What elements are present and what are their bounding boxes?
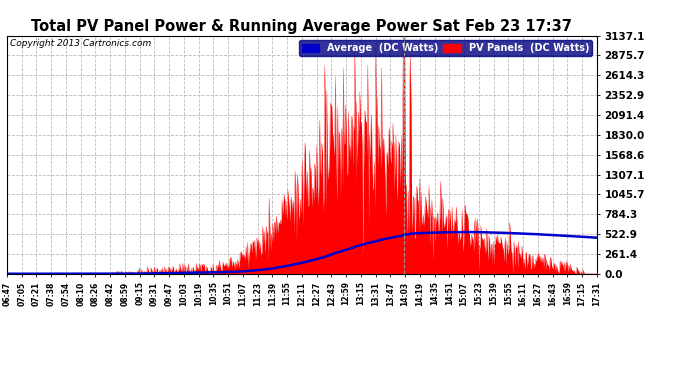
Legend: Average  (DC Watts), PV Panels  (DC Watts): Average (DC Watts), PV Panels (DC Watts) — [299, 40, 592, 56]
Title: Total PV Panel Power & Running Average Power Sat Feb 23 17:37: Total PV Panel Power & Running Average P… — [32, 20, 572, 34]
Text: Copyright 2013 Cartronics.com: Copyright 2013 Cartronics.com — [10, 39, 152, 48]
